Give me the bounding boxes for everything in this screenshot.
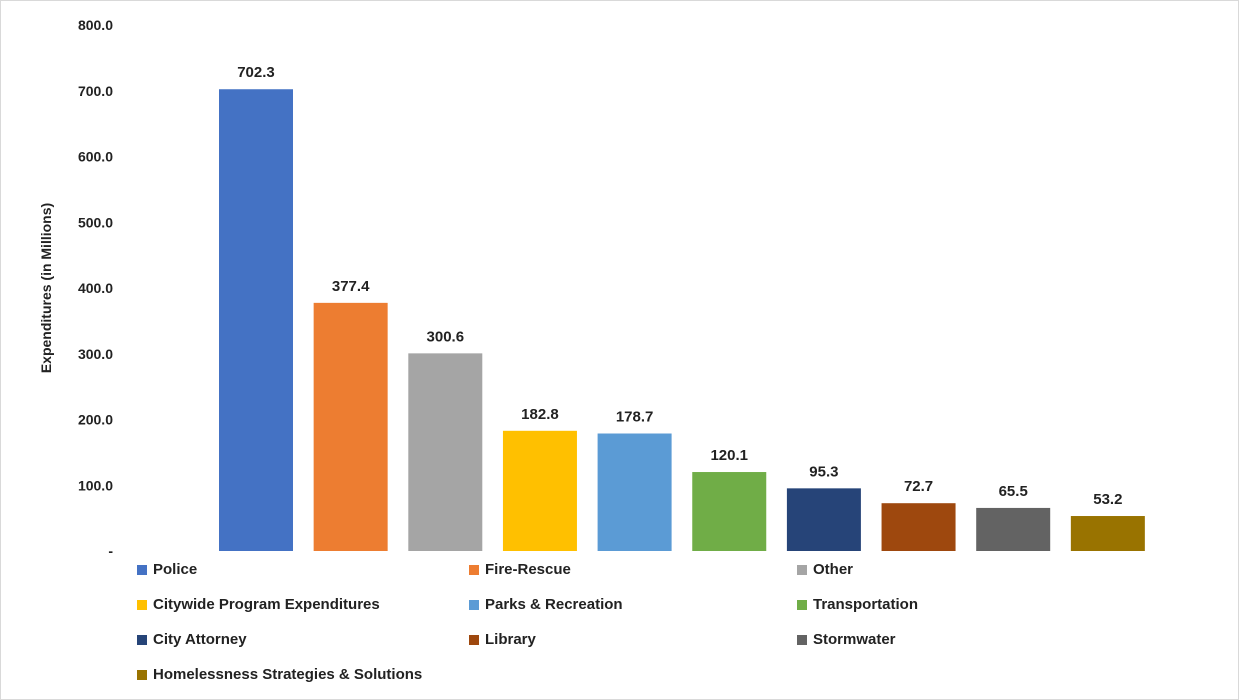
legend-swatch	[469, 634, 479, 645]
bar	[1070, 516, 1145, 551]
data-label: 65.5	[999, 483, 1028, 500]
legend-label: Library	[485, 631, 536, 648]
bar	[597, 433, 672, 551]
data-label: 120.1	[710, 447, 748, 464]
legend-swatch	[469, 564, 479, 575]
legend-label: Other	[813, 561, 854, 578]
legend-item: Homelessness Strategies & Solutions	[137, 666, 422, 683]
y-tick-label: 600.0	[78, 149, 113, 165]
legend-label: Transportation	[813, 596, 919, 613]
bar	[881, 503, 956, 551]
legend-swatch	[797, 564, 807, 575]
data-label: 182.8	[521, 406, 559, 423]
legend-label: Stormwater	[813, 631, 896, 648]
bar	[692, 472, 767, 551]
y-tick-label: 300.0	[78, 346, 113, 362]
legend-label: Parks & Recreation	[485, 596, 623, 613]
legend-swatch	[137, 634, 147, 645]
legend-item: Transportation	[797, 596, 918, 613]
data-labels: 702.3 377.4 300.6 182.8 178.7 120.1 95.3 72.7 65…	[237, 64, 1122, 508]
y-tick-label: 700.0	[78, 83, 113, 99]
legend-swatch	[137, 564, 147, 575]
legend-item: Fire-Rescue	[469, 561, 571, 578]
bar	[408, 353, 483, 551]
data-label: 702.3	[237, 64, 275, 81]
legend-item: Parks & Recreation	[469, 596, 623, 613]
y-tick-label: 100.0	[78, 477, 113, 493]
bar	[219, 89, 293, 552]
data-label: 178.7	[616, 409, 654, 426]
legend-item: Citywide Program Expenditures	[137, 596, 380, 613]
legend-swatch	[797, 599, 807, 610]
bars	[219, 89, 1145, 552]
legend-item: Stormwater	[797, 631, 896, 648]
legend-swatch	[137, 669, 147, 680]
legend-label: Homelessness Strategies & Solutions	[153, 666, 423, 683]
legend-label: Police	[153, 561, 198, 578]
y-tick-label: 200.0	[78, 412, 113, 428]
legend-item: Other	[797, 561, 853, 578]
bar	[502, 430, 577, 551]
data-label: 377.4	[332, 278, 370, 295]
legend-swatch	[797, 634, 807, 645]
legend-item: City Attorney	[137, 631, 247, 648]
data-label: 72.7	[904, 478, 933, 495]
y-tick-label: 500.0	[78, 214, 113, 230]
data-label: 95.3	[809, 463, 838, 480]
y-axis: - 100.0 200.0 300.0 400.0 500.0 600.0 700.0 800.…	[78, 17, 113, 559]
bar	[976, 507, 1051, 551]
y-tick-label: -	[108, 543, 113, 559]
legend-swatch	[469, 599, 479, 610]
y-axis-label: Expenditures (in Millions)	[38, 203, 54, 373]
y-tick-label: 400.0	[78, 280, 113, 296]
legend-label: City Attorney	[153, 631, 247, 648]
legend-label: Citywide Program Expenditures	[153, 596, 380, 613]
bar	[313, 302, 388, 551]
data-label: 53.2	[1093, 491, 1122, 508]
legend-label: Fire-Rescue	[485, 561, 571, 578]
bar	[786, 488, 861, 551]
data-label: 300.6	[427, 328, 465, 345]
legend-item: Police	[137, 561, 197, 578]
legend-swatch	[137, 599, 147, 610]
y-tick-label: 800.0	[78, 17, 113, 33]
legend-item: Library	[469, 631, 536, 648]
